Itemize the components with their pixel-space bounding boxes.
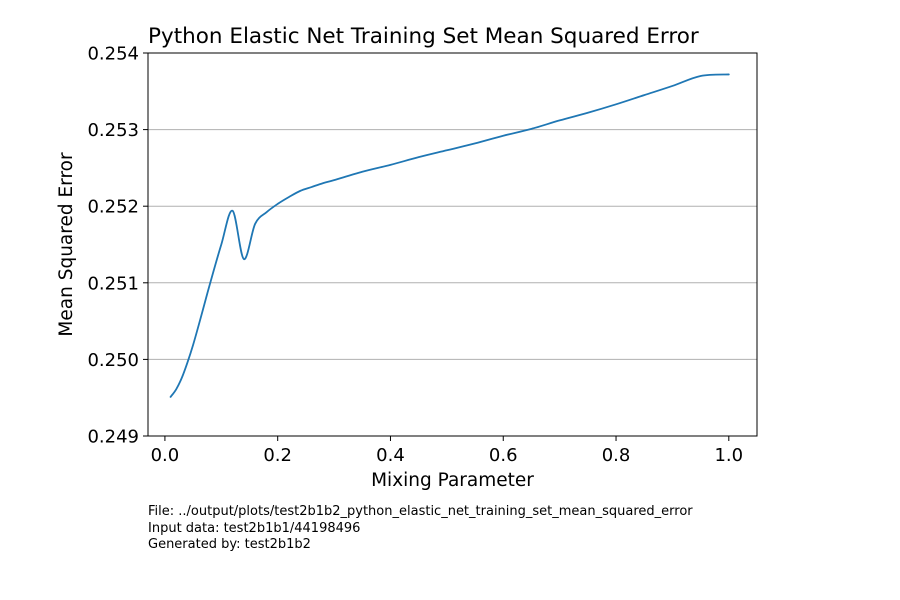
generated-by-line: Generated by: test2b1b2 [148,537,311,552]
y-axis-label: Mean Squared Error [56,152,77,337]
chart-title: Python Elastic Net Training Set Mean Squ… [148,24,699,49]
input-data-line: Input data: test2b1b1/44198496 [148,520,361,536]
x-tick-label: 0.6 [489,445,518,466]
x-axis-label: Mixing Parameter [371,470,534,491]
y-tick-label: 0.251 [87,273,139,294]
y-tick-label: 0.250 [87,350,139,371]
mse-series-line [169,73,730,398]
x-tick-label: 0.8 [602,445,631,466]
file-path-line: File: ../output/plots/test2b1b2_python_e… [148,504,693,519]
series-layer [169,73,730,398]
grid-lines [148,129,757,360]
y-tick-label: 0.253 [87,120,139,141]
x-tick-label: 0.2 [263,445,292,466]
plot-frame [147,52,758,437]
x-tick-label: 1.0 [714,445,743,466]
y-tick-label: 0.252 [87,197,139,218]
y-tick-label: 0.254 [87,44,139,65]
y-tick-label: 0.249 [87,427,139,448]
x-tick-label: 0.0 [151,445,180,466]
footer-notes: File: ../output/plots/test2b1b2_python_e… [148,504,693,554]
axis-ticks: 0.249 0.250 0.251 0.252 0.253 0.254 0.0 0.2 0.4 0… [87,44,743,467]
x-tick-label: 0.4 [376,445,405,466]
